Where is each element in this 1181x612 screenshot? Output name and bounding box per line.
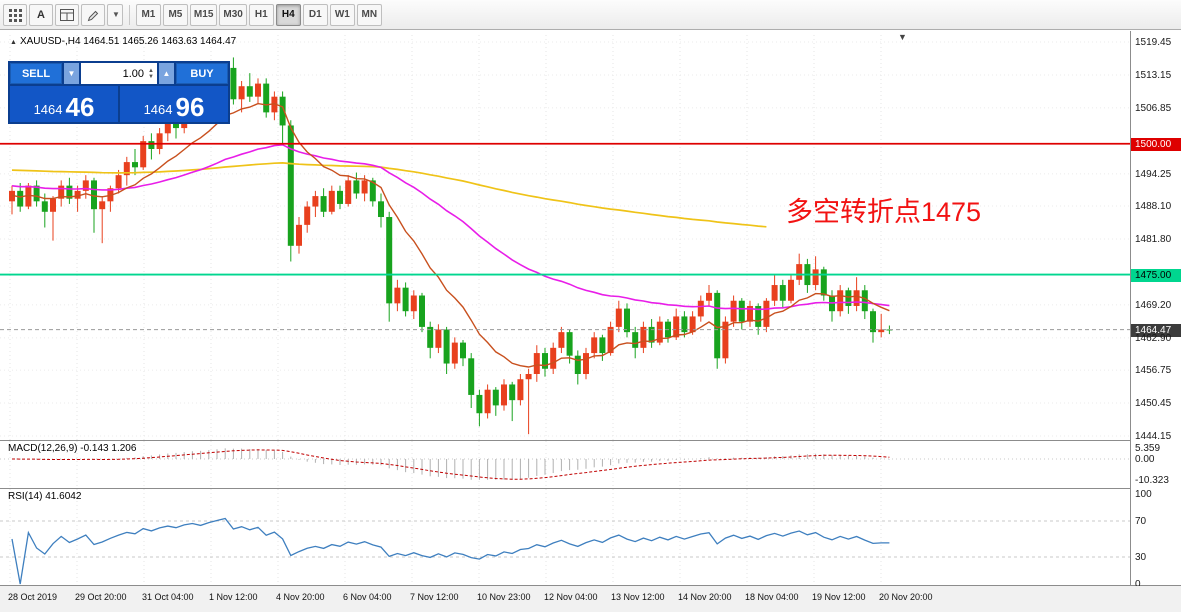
- chevron-up-icon: ▲: [162, 69, 171, 78]
- time-axis-label: 31 Oct 04:00: [142, 592, 194, 602]
- macd-label: MACD(12,26,9) -0.143 1.206: [8, 443, 137, 454]
- price-axis-label: 1494.25: [1135, 168, 1172, 180]
- price-axis-label: 1488.10: [1135, 201, 1172, 213]
- time-axis-label: 4 Nov 20:00: [276, 592, 325, 602]
- buy-price-display[interactable]: 1464 96: [120, 86, 228, 122]
- sell-price-main: 1464: [33, 102, 63, 117]
- panel-divider[interactable]: [0, 488, 1181, 489]
- macd-axis-label: -10.323: [1135, 474, 1169, 486]
- volume-value: 1.00: [122, 67, 145, 80]
- time-axis-label: 19 Nov 12:00: [812, 592, 866, 602]
- macd-axis-label: 5.359: [1135, 443, 1161, 455]
- time-axis-label: 1 Nov 12:00: [209, 592, 258, 602]
- toolbar-separator: [128, 4, 130, 25]
- price-axis-label: 1456.75: [1135, 365, 1172, 377]
- price-axis-label: 1481.80: [1135, 234, 1172, 245]
- timeframe-d1-button[interactable]: D1: [302, 3, 328, 26]
- buy-options-dropdown[interactable]: ▲: [159, 63, 174, 84]
- buy-price-main: 1464: [143, 102, 173, 117]
- draw-tool-button[interactable]: [81, 3, 105, 26]
- ma-slow-line: [11, 162, 767, 228]
- pencil-icon: [87, 10, 98, 21]
- font-button[interactable]: A: [29, 3, 53, 26]
- timeframe-h4-button[interactable]: H4: [275, 3, 301, 26]
- rsi-axis-label: 30: [1135, 552, 1147, 563]
- timeframe-m15-button[interactable]: M15: [189, 3, 218, 26]
- panel-divider[interactable]: [0, 440, 1181, 441]
- buy-price-pips: 96: [175, 92, 205, 122]
- window-icon: [60, 8, 74, 21]
- macd-axis-label: 0.00: [1135, 454, 1155, 465]
- time-axis-label: 6 Nov 04:00: [343, 592, 392, 602]
- price-axis-label: 1462.90: [1135, 332, 1172, 344]
- time-axis-label: 28 Oct 2019: [8, 592, 58, 602]
- sell-price-pips: 46: [65, 92, 95, 122]
- macd-signal-line: [11, 449, 890, 480]
- price-axis-label: 1519.45: [1135, 37, 1172, 48]
- volume-input[interactable]: 1.00 ▲ ▼: [81, 63, 157, 84]
- price-chart-surface[interactable]: [0, 31, 1130, 441]
- chevron-down-icon: ▼: [112, 10, 120, 19]
- ma-mid-line: [11, 143, 890, 311]
- panel-divider: [0, 585, 1181, 586]
- rsi-panel-surface[interactable]: [0, 489, 1130, 585]
- timeframe-m30-button[interactable]: M30: [219, 3, 247, 26]
- sell-options-dropdown[interactable]: ▼: [64, 63, 79, 84]
- charts-grid-button[interactable]: [3, 3, 27, 26]
- time-axis[interactable]: 28 Oct 2019 29 Oct 20:00 31 Oct 04:00 1 Nov…: [0, 586, 1181, 612]
- rsi-axis-label: 70: [1135, 516, 1147, 527]
- rsi-line: [11, 517, 890, 585]
- time-axis-label: 13 Nov 12:00: [611, 592, 665, 602]
- buy-button[interactable]: BUY: [176, 63, 228, 84]
- timeframe-group: M1 M5 M15 M30 H1 H4 D1 W1 MN: [135, 3, 382, 26]
- time-axis-label: 10 Nov 23:00: [477, 592, 531, 602]
- price-tag-1500.00: 1500.00: [1131, 137, 1181, 151]
- grid-dots-icon: [9, 8, 22, 22]
- price-axis-label: 1513.15: [1135, 69, 1172, 81]
- candles-layer: [9, 57, 893, 435]
- timeframe-m1-button[interactable]: M1: [135, 3, 161, 26]
- price-tag-1475.00: 1475.00: [1131, 268, 1181, 282]
- chart-window-button[interactable]: [55, 3, 79, 26]
- main-toolbar: A ▼ M1 M5 M15 M30 H1 H4 D1 W1 MN: [0, 0, 1181, 30]
- time-axis-label: 12 Nov 04:00: [544, 592, 598, 602]
- price-axis-label: 1444.15: [1135, 431, 1172, 442]
- price-axis-label: 1450.45: [1135, 398, 1172, 410]
- price-axis-label: 1469.20: [1135, 299, 1172, 311]
- macd-panel-surface[interactable]: [0, 441, 1130, 488]
- price-axis[interactable]: 1519.45 1513.15 1506.85 1500.00 1494.25 1488.…: [1131, 31, 1181, 590]
- volume-spinner[interactable]: ▲ ▼: [148, 67, 154, 80]
- timeframe-mn-button[interactable]: MN: [356, 3, 382, 26]
- ma-fast-line: [11, 102, 890, 368]
- chart-text-annotation: 多空转折点1475: [786, 197, 982, 227]
- chart-shift-marker[interactable]: ▼: [898, 32, 907, 42]
- symbol-marker-icon: ▲: [10, 39, 17, 46]
- time-axis-label: 20 Nov 20:00: [879, 592, 933, 602]
- timeframe-w1-button[interactable]: W1: [329, 3, 355, 26]
- rsi-axis-label: 100: [1135, 489, 1152, 500]
- chart-title: ▲ XAUUSD-,H4 1464.51 1465.26 1463.63 1464…: [10, 36, 237, 47]
- timeframe-h1-button[interactable]: H1: [248, 3, 274, 26]
- chevron-down-icon: ▼: [67, 69, 76, 78]
- time-axis-label: 7 Nov 12:00: [410, 592, 459, 602]
- sell-button[interactable]: SELL: [10, 63, 62, 84]
- price-tag-1464.47: 1464.47: [1131, 323, 1181, 337]
- time-axis-label: 29 Oct 20:00: [75, 592, 127, 602]
- axis-divider: [1130, 31, 1131, 585]
- price-axis-label: 1506.85: [1135, 102, 1172, 114]
- sell-price-display[interactable]: 1464 46: [10, 86, 118, 122]
- rsi-label: RSI(14) 41.6042: [8, 491, 82, 502]
- tools-dropdown-button[interactable]: ▼: [107, 3, 123, 26]
- macd-histogram: [19, 448, 890, 480]
- time-axis-label: 14 Nov 20:00: [678, 592, 732, 602]
- rsi-axis-label: 0: [1135, 579, 1141, 590]
- timeframe-m5-button[interactable]: M5: [162, 3, 188, 26]
- time-axis-label: 18 Nov 04:00: [745, 592, 799, 602]
- one-click-trading-panel: SELL ▼ 1.00 ▲ ▼ ▲ BUY 1464 46 1464 96: [8, 61, 230, 124]
